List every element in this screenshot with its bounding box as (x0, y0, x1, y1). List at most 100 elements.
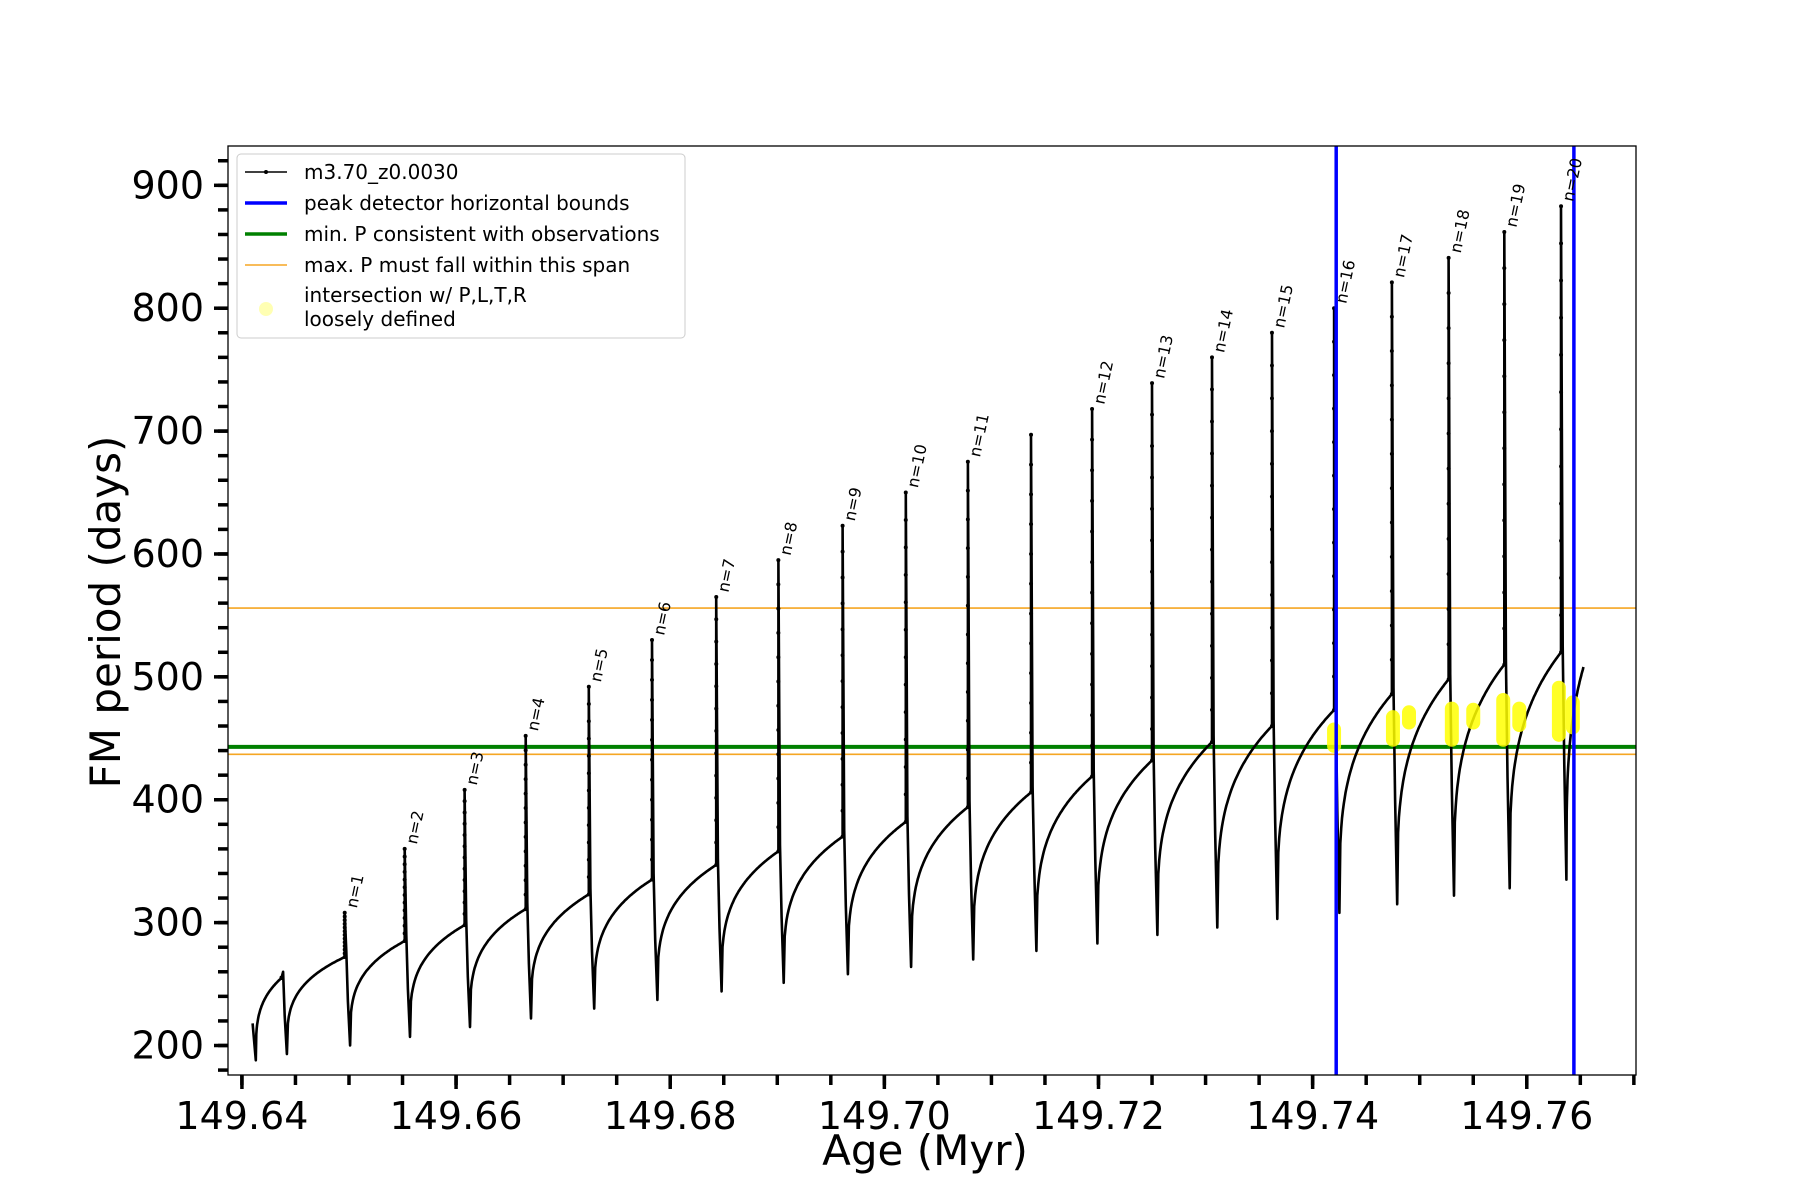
series-marker (1090, 468, 1095, 473)
series-marker (1150, 412, 1155, 417)
series-marker (523, 907, 528, 912)
series-group (251, 204, 1585, 1062)
x-tick-label: 149.70 (818, 1094, 951, 1138)
series-marker (1029, 522, 1034, 527)
series-marker (1389, 451, 1394, 456)
series-marker (1029, 641, 1034, 646)
legend-swatch-intersection (259, 302, 273, 316)
series-marker (1389, 486, 1394, 491)
series-marker (462, 855, 467, 860)
series-marker (1559, 613, 1564, 618)
series-marker (1209, 739, 1214, 744)
series-marker (342, 914, 347, 919)
series-marker (1209, 579, 1214, 584)
x-tick-label: 149.66 (390, 1094, 523, 1138)
series-marker (776, 849, 781, 854)
series-marker (342, 929, 347, 934)
series-marker (586, 771, 591, 776)
intersection-marker-0 (1327, 722, 1342, 753)
series-marker (1389, 623, 1394, 628)
series-marker (1269, 527, 1274, 532)
series-marker (1389, 554, 1394, 559)
series-marker (1389, 417, 1394, 422)
series-marker (1090, 621, 1095, 626)
series-marker (714, 862, 719, 867)
series-marker (903, 819, 908, 824)
series-marker (1502, 554, 1507, 559)
x-tick-label: 149.76 (1460, 1094, 1593, 1138)
series-marker (342, 947, 347, 952)
series-marker (462, 889, 467, 894)
series-marker (714, 773, 719, 778)
series-marker (965, 546, 970, 551)
series-marker (1559, 650, 1564, 655)
x-tick-label: 149.68 (604, 1094, 737, 1138)
series-marker (462, 810, 467, 815)
series-marker (1559, 464, 1564, 469)
series-marker (1559, 501, 1564, 506)
legend-label-min-p: min. P consistent with observations (304, 222, 660, 246)
series-marker (1090, 682, 1095, 687)
y-axis-title: FM period (days) (81, 436, 130, 789)
series-marker (776, 679, 781, 684)
series-marker (965, 603, 970, 608)
series-marker (586, 736, 591, 741)
series-marker (1446, 396, 1451, 401)
series-marker (1446, 536, 1451, 541)
series-marker (1029, 462, 1034, 467)
series-marker (1209, 643, 1214, 648)
legend-label-peak-bounds: peak detector horizontal bounds (304, 191, 630, 215)
series-marker (650, 637, 655, 642)
reference-lines-horizontal (228, 607, 1636, 756)
legend-item-peak-bounds: peak detector horizontal bounds (245, 191, 630, 215)
series-marker (714, 751, 719, 756)
series-marker (903, 572, 908, 577)
series-marker (1209, 515, 1214, 520)
series-marker (1502, 518, 1507, 523)
series-marker (402, 923, 407, 928)
series-marker (586, 823, 591, 828)
series-marker (840, 679, 845, 684)
series-marker (1209, 355, 1214, 360)
series-marker (840, 756, 845, 761)
series-marker (650, 697, 655, 702)
series-marker (650, 657, 655, 662)
series-marker (903, 627, 908, 632)
series-marker (903, 490, 908, 495)
series-marker (776, 728, 781, 733)
series-marker (342, 910, 347, 915)
series-marker (1209, 675, 1214, 680)
intersection-marker-4 (1466, 702, 1481, 730)
series-marker (1090, 498, 1095, 503)
series-marker (402, 892, 407, 897)
series-marker (1389, 692, 1394, 697)
series-marker (586, 684, 591, 689)
series-marker (1502, 302, 1507, 307)
y-tick-label: 900 (131, 163, 204, 207)
series-marker (1090, 406, 1095, 411)
y-tick-label: 400 (131, 778, 204, 822)
series-marker (1389, 349, 1394, 354)
series-marker (776, 630, 781, 635)
series-marker (462, 832, 467, 837)
series-marker (714, 639, 719, 644)
series-marker (1559, 278, 1564, 283)
series-marker (1209, 451, 1214, 456)
series-marker (402, 939, 407, 944)
series-marker (402, 931, 407, 936)
series-marker (650, 677, 655, 682)
series-marker (903, 764, 908, 769)
series-marker (523, 762, 528, 767)
series-marker (1269, 461, 1274, 466)
y-tick-label: 300 (131, 901, 204, 945)
series-marker (342, 951, 347, 956)
series-marker (714, 818, 719, 823)
series-marker (714, 617, 719, 622)
series-marker (1029, 492, 1034, 497)
series-marker (1502, 482, 1507, 487)
series-marker (586, 719, 591, 724)
series-marker (840, 575, 845, 580)
series-marker (1559, 427, 1564, 432)
series-marker (1446, 607, 1451, 612)
